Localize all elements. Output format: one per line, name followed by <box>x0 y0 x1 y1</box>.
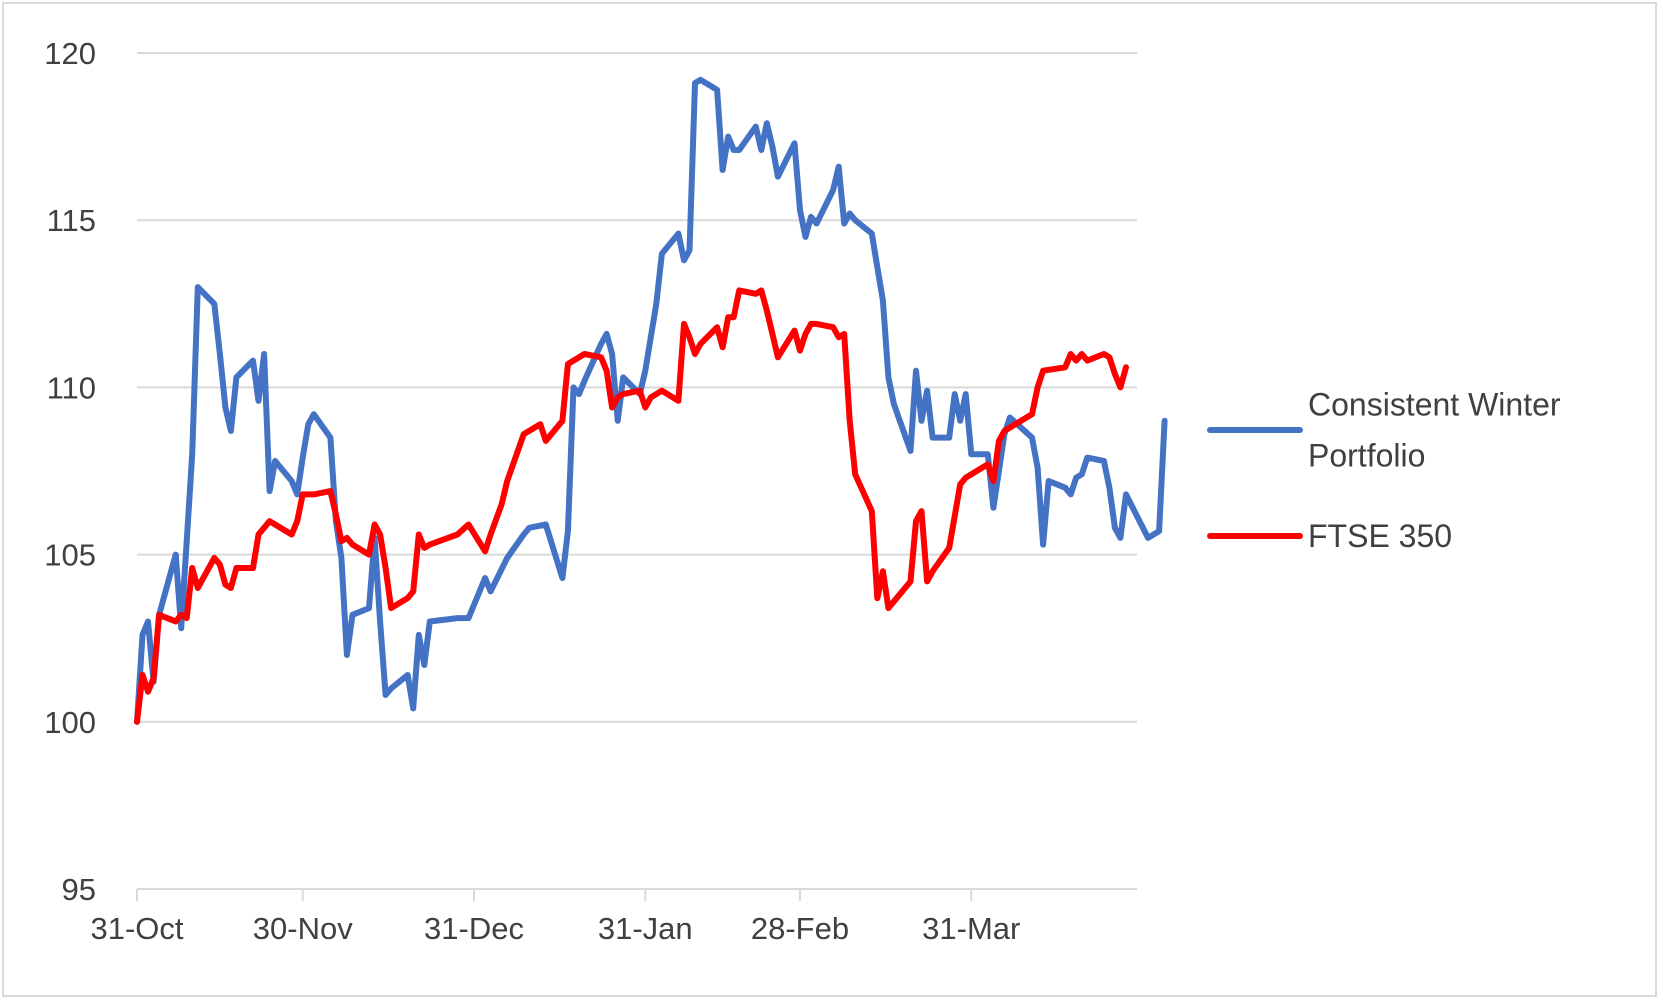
series-line-ftse-350 <box>134 287 1129 725</box>
y-tick-label: 115 <box>47 203 96 238</box>
gridlines <box>137 52 1137 723</box>
y-tick-label: 105 <box>44 538 96 573</box>
legend: Consistent Winter Portfolio FTSE 350 <box>1207 387 1561 554</box>
x-tick-label: 31-Mar <box>922 911 1020 946</box>
y-tick-labels: 95 100 105 110 115 120 <box>44 36 96 907</box>
axes <box>136 888 1137 901</box>
x-tick-label: 31-Dec <box>424 911 524 946</box>
y-tick-label: 110 <box>47 370 96 405</box>
x-tick-label: 28-Feb <box>751 911 849 946</box>
legend-label: FTSE 350 <box>1308 518 1452 554</box>
x-tick-label: 31-Oct <box>90 911 183 946</box>
legend-label: Consistent Winter <box>1308 387 1561 423</box>
y-tick-label: 95 <box>62 872 96 907</box>
x-tick-label: 31-Jan <box>598 911 693 946</box>
y-tick-label: 100 <box>44 705 96 740</box>
legend-label: Portfolio <box>1308 438 1425 474</box>
series-lines <box>134 76 1168 725</box>
x-tick-label: 30-Nov <box>253 911 353 946</box>
series-line-consistent-winter-portfolio <box>134 76 1168 725</box>
y-tick-label: 120 <box>44 36 96 71</box>
x-tick-labels: 31-Oct 30-Nov 31-Dec 31-Jan 28-Feb 31-Mar <box>90 911 1020 946</box>
